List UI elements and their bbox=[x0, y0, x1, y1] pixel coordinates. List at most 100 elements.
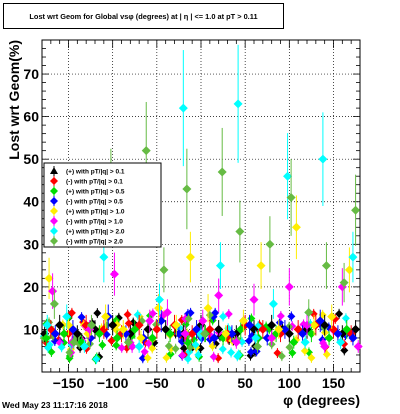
legend-marker-6 bbox=[50, 227, 58, 235]
point-s6-3 bbox=[99, 252, 109, 262]
legend-marker-4 bbox=[50, 207, 58, 215]
point-s5-15 bbox=[320, 341, 330, 351]
point-s6-12 bbox=[268, 299, 278, 309]
legend-box bbox=[43, 162, 162, 248]
point-s6-14 bbox=[300, 337, 310, 347]
point-s7-9 bbox=[217, 167, 227, 177]
point-s0-4 bbox=[108, 320, 118, 330]
background-point bbox=[307, 353, 316, 362]
point-s6-1 bbox=[62, 312, 72, 322]
legend-label-4: (+) with pT/|q| > 1.0 bbox=[66, 209, 125, 216]
point-s7-1 bbox=[69, 337, 79, 347]
point-s7-7 bbox=[182, 184, 192, 194]
background-point bbox=[233, 352, 242, 361]
point-s6-6 bbox=[154, 295, 164, 305]
y-tick-label: 40 bbox=[23, 194, 39, 210]
timestamp-label: Wed May 23 11:17:16 2018 bbox=[2, 400, 108, 410]
point-s1-12 bbox=[258, 324, 268, 334]
point-s7-4 bbox=[124, 337, 134, 347]
background-point bbox=[184, 314, 193, 323]
background-point bbox=[162, 353, 171, 362]
point-s7-5 bbox=[141, 146, 151, 156]
legend-marker-1 bbox=[50, 177, 58, 185]
background-point bbox=[275, 318, 284, 327]
legend-marker-5 bbox=[50, 217, 58, 225]
point-s5-7 bbox=[180, 329, 190, 339]
point-s2-3 bbox=[94, 329, 104, 339]
background-point bbox=[224, 310, 233, 319]
point-s5-9 bbox=[214, 290, 224, 300]
point-s0-10 bbox=[214, 324, 224, 334]
point-s5-10 bbox=[231, 337, 241, 347]
legend-marker-2 bbox=[50, 187, 58, 195]
background-point bbox=[335, 309, 344, 318]
point-s4-4 bbox=[118, 324, 128, 334]
background-point bbox=[148, 344, 157, 353]
point-s5-17 bbox=[353, 341, 363, 351]
background-point bbox=[164, 341, 173, 350]
y-tick-label: 10 bbox=[23, 321, 39, 337]
point-s7-2 bbox=[86, 320, 96, 330]
point-s3-13 bbox=[280, 324, 290, 334]
point-s6-17 bbox=[348, 252, 358, 262]
background-point bbox=[218, 345, 227, 354]
point-s6-13 bbox=[283, 171, 293, 181]
point-s7-11 bbox=[253, 341, 263, 351]
background-point bbox=[67, 308, 76, 317]
legend-marker-7 bbox=[50, 237, 58, 245]
background-point bbox=[57, 343, 66, 352]
y-tick-label: 60 bbox=[23, 109, 39, 125]
point-s4-17 bbox=[344, 265, 354, 275]
point-s5-13 bbox=[284, 282, 294, 292]
point-s7-8 bbox=[200, 329, 210, 339]
background-point bbox=[43, 343, 52, 352]
x-tick-label: −50 bbox=[145, 375, 169, 391]
background-point bbox=[194, 350, 203, 359]
point-s4-9 bbox=[203, 303, 213, 313]
point-s5-5 bbox=[145, 316, 155, 326]
background-point bbox=[209, 352, 218, 361]
legend-label-5: (-) with pT/|q| > 1.0 bbox=[66, 219, 123, 226]
point-s6-9 bbox=[215, 261, 225, 271]
y-tick-label: 30 bbox=[23, 236, 39, 252]
background-point bbox=[123, 310, 132, 319]
point-s4-0 bbox=[44, 273, 54, 283]
point-s6-15 bbox=[318, 154, 328, 164]
point-s4-13 bbox=[274, 324, 284, 334]
background-point bbox=[276, 311, 285, 320]
x-tick-label: 0 bbox=[197, 375, 205, 391]
legend-label-3: (-) with pT/|q| > 0.5 bbox=[66, 199, 123, 206]
point-s4-15 bbox=[309, 320, 319, 330]
point-s5-8 bbox=[198, 316, 208, 326]
x-tick-label: 100 bbox=[278, 375, 302, 391]
point-s2-14 bbox=[289, 337, 299, 347]
legend-label-0: (+) with pT/|q| > 0.1 bbox=[66, 169, 125, 176]
point-s2-7 bbox=[165, 329, 175, 339]
point-s2-6 bbox=[147, 333, 157, 343]
point-s7-15 bbox=[321, 261, 331, 271]
point-s2-17 bbox=[342, 324, 352, 334]
background-point bbox=[93, 309, 102, 318]
x-axis-label: φ (degrees) bbox=[283, 392, 360, 408]
point-s3-11 bbox=[245, 320, 255, 330]
point-s3-10 bbox=[227, 329, 237, 339]
point-s3-15 bbox=[315, 316, 325, 326]
point-s7-6 bbox=[159, 265, 169, 275]
point-s3-9 bbox=[209, 333, 219, 343]
background-point bbox=[107, 336, 116, 345]
background-point bbox=[98, 340, 107, 349]
point-s4-16 bbox=[327, 312, 337, 322]
x-tick-label: 150 bbox=[322, 375, 346, 391]
background-point bbox=[92, 355, 101, 364]
point-s3-0 bbox=[50, 329, 60, 339]
background-point bbox=[183, 355, 192, 364]
legend-label-2: (+) with pT/|q| > 0.5 bbox=[66, 189, 125, 196]
y-axis-label: Lost wrt Geom(%) bbox=[6, 40, 22, 160]
background-point bbox=[65, 348, 74, 357]
point-s5-11 bbox=[249, 295, 259, 305]
background-point bbox=[285, 343, 294, 352]
legend-marker-3 bbox=[50, 197, 58, 205]
background-point bbox=[341, 314, 350, 323]
point-s4-12 bbox=[256, 261, 266, 271]
